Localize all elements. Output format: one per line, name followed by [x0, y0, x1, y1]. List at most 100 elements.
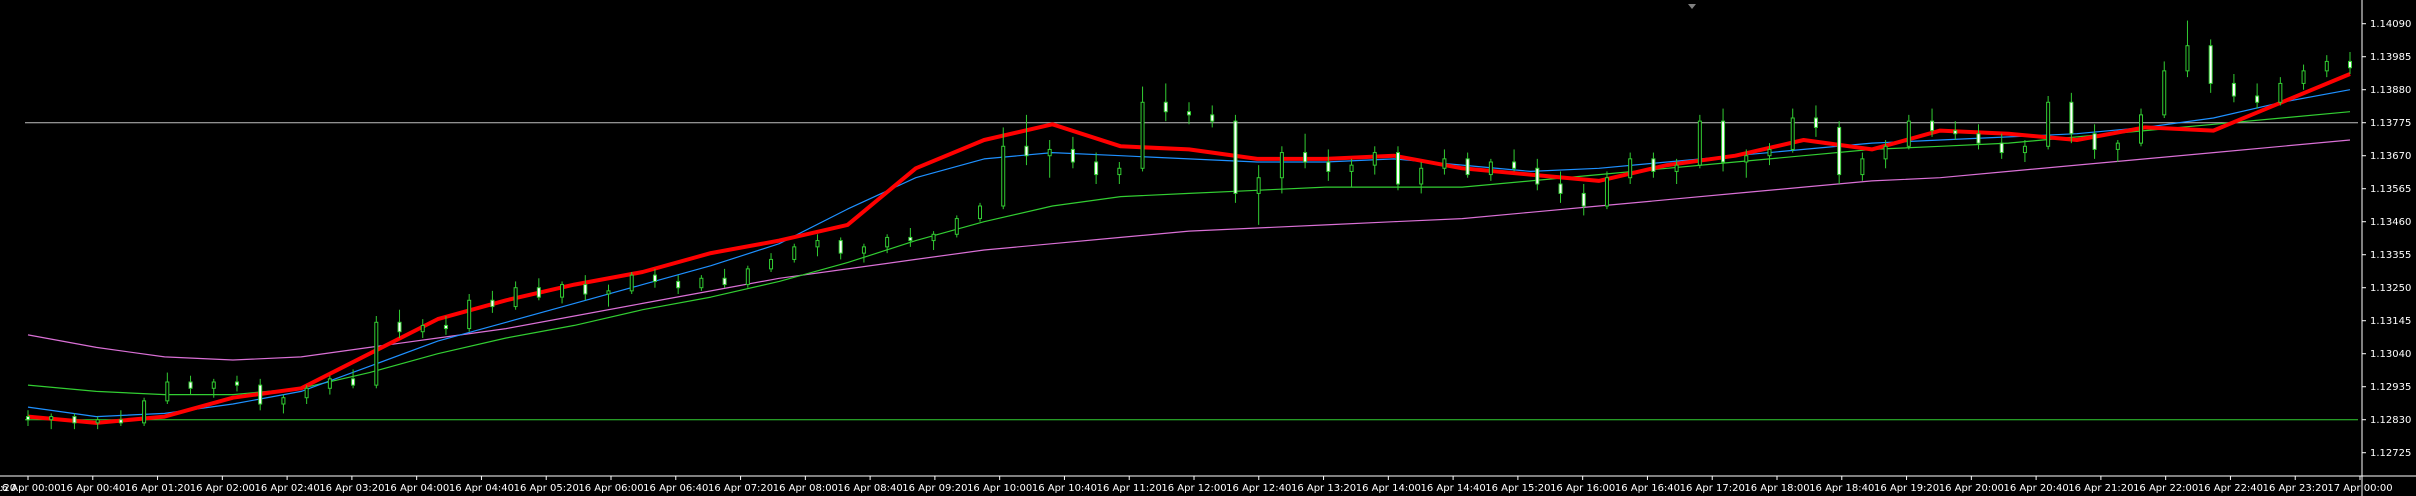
candle [467, 294, 472, 332]
candle-body [1790, 117, 1795, 150]
candle-body [1372, 152, 1377, 166]
time-tick-label: 16 Apr 09:20 [902, 483, 967, 494]
candle-body [1233, 120, 1238, 194]
candle-body [1001, 145, 1006, 207]
candle-body [1210, 114, 1215, 122]
candle [304, 385, 309, 404]
candle [2324, 55, 2329, 78]
candle-body [1721, 120, 1726, 163]
candle-body [652, 274, 657, 282]
time-tick-label: 16 Apr 21:20 [2068, 483, 2133, 494]
price-tick-label: 1.12935 [2370, 382, 2411, 393]
candle-body [467, 299, 472, 330]
candle-body [374, 321, 379, 386]
candle-body [2092, 133, 2097, 150]
ma-slow-line [27, 111, 2351, 396]
candle-body [1303, 152, 1308, 163]
candle-body [304, 387, 309, 399]
candle [2255, 83, 2260, 109]
candle-body [885, 236, 890, 248]
candle [1001, 127, 1006, 210]
candle [1349, 158, 1354, 188]
candle [2231, 74, 2236, 103]
candle [1303, 133, 1308, 169]
candle-body [954, 218, 959, 235]
candle [2348, 52, 2352, 74]
candle-body [95, 419, 100, 424]
candle-body [211, 381, 216, 389]
candle-body [861, 246, 866, 254]
candle [1581, 184, 1586, 216]
time-tick-label: 16 Apr 18:40 [1809, 483, 1874, 494]
time-tick-label: 16 Apr 05:20 [514, 483, 579, 494]
candle [1604, 171, 1609, 210]
candle [1047, 140, 1052, 178]
candle-body [2348, 60, 2352, 69]
candle-body [1488, 161, 1493, 176]
candle [676, 275, 681, 294]
candle-body [2301, 70, 2306, 84]
candle [699, 275, 704, 291]
time-tick-label: 16 Apr 12:40 [1226, 483, 1291, 494]
candle [1767, 143, 1772, 166]
candle-body [2115, 142, 2120, 150]
candle-body [1581, 192, 1586, 207]
time-tick-label-partial: :20 [0, 483, 16, 494]
candle-body [327, 378, 332, 389]
candle-body [1187, 111, 1191, 116]
candle-body [26, 416, 30, 421]
horizontal-levels [25, 122, 2358, 421]
candle [1813, 105, 1818, 137]
time-tick-label: 16 Apr 01:20 [125, 483, 190, 494]
candle [374, 316, 379, 389]
candle [142, 397, 147, 426]
time-tick-label: 16 Apr 13:20 [1291, 483, 1356, 494]
candle [1558, 171, 1563, 203]
candle-body [1744, 155, 1749, 163]
candle-body [1442, 158, 1447, 169]
candle-body [1419, 167, 1424, 185]
candle [1442, 149, 1447, 175]
candle-body [908, 236, 913, 242]
time-tick-label: 16 Apr 22:40 [2198, 483, 2263, 494]
candle-body [188, 381, 193, 389]
candle [351, 369, 356, 389]
candle-body [1883, 145, 1888, 160]
candle-body [2185, 45, 2190, 72]
candle [652, 268, 657, 288]
time-tick-label: 16 Apr 15:20 [1485, 483, 1550, 494]
candle [1233, 114, 1238, 203]
candle [1488, 158, 1493, 181]
candle [1976, 124, 1981, 150]
candle [1372, 146, 1377, 175]
candle-body [72, 416, 77, 424]
candle [1930, 108, 1935, 137]
candle-body [1395, 152, 1400, 185]
candle [234, 375, 239, 392]
candle-body [722, 277, 727, 286]
candle [1465, 152, 1470, 178]
price-tick-label: 1.13670 [2370, 151, 2411, 162]
candle-body [745, 268, 750, 286]
candle-body [1465, 158, 1470, 176]
time-tick-label: 16 Apr 00:00 [0, 483, 61, 494]
candle [1999, 133, 2004, 159]
candle-body [2278, 82, 2283, 103]
candle [1024, 114, 1029, 166]
candle-body [397, 321, 402, 333]
candle-body [1604, 177, 1609, 207]
price-tick-label: 1.13880 [2370, 85, 2411, 96]
candle [722, 268, 727, 288]
candle [885, 234, 890, 254]
candle [583, 275, 588, 301]
candle [1837, 121, 1842, 184]
candle [397, 309, 402, 338]
candle-body [536, 287, 541, 298]
candle-body [490, 299, 495, 308]
candle-body [1558, 183, 1563, 194]
candle-body [2046, 101, 2051, 147]
candle [2092, 124, 2097, 159]
time-tick-label: 16 Apr 19:20 [1874, 483, 1939, 494]
